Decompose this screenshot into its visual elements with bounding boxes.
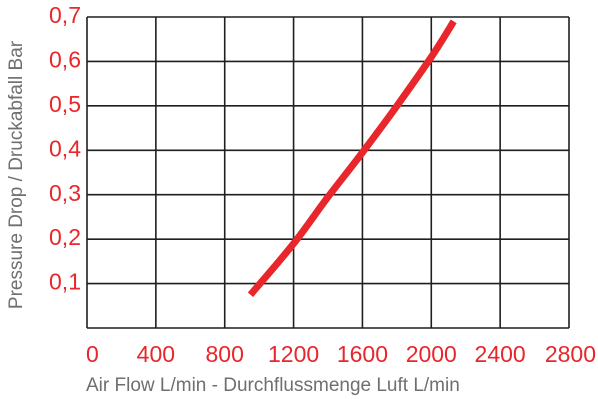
x-tick-label: 1600	[337, 341, 388, 367]
y-tick-label: 0,7	[49, 2, 81, 28]
y-tick-label: 0,1	[49, 269, 81, 295]
x-tick-label: 800	[206, 341, 244, 367]
y-tick-label: 0,2	[49, 224, 81, 250]
series-layer	[247, 19, 457, 297]
x-axis-label: Air Flow L/min - Durchflussmenge Luft L/…	[86, 375, 460, 396]
pressure-drop-curve	[247, 19, 457, 297]
x-tick-label: 2800	[545, 341, 596, 367]
x-tick-label: 2000	[406, 341, 457, 367]
y-tick-labels: 0,1 0,2 0,3 0,4 0,5 0,6 0,7	[49, 2, 81, 295]
y-tick-label: 0,5	[49, 91, 81, 117]
x-tick-label: 400	[137, 341, 175, 367]
y-tick-label: 0,3	[49, 180, 81, 206]
x-tick-label: 2400	[475, 341, 526, 367]
y-axis-label: Pressure Drop / Druckabfall Bar	[6, 40, 27, 309]
chart-grid	[86, 16, 570, 329]
x-tick-label: 0	[86, 341, 99, 367]
y-tick-label: 0,6	[49, 47, 81, 73]
y-tick-label: 0,4	[49, 135, 81, 161]
x-tick-label: 1200	[268, 341, 319, 367]
x-tick-labels: 0 400 800 1200 1600 2000 2400 2800	[86, 341, 596, 367]
